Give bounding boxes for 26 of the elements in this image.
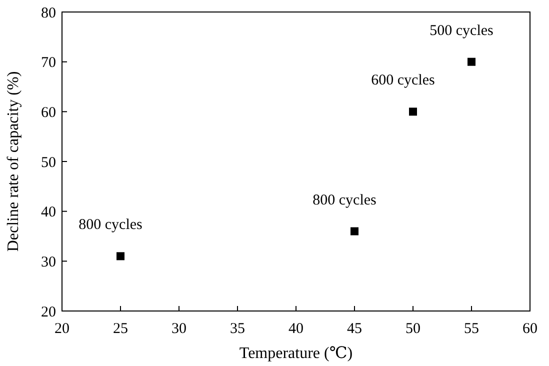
point [116, 252, 124, 260]
annotation: 800 cycles [312, 192, 377, 208]
y-tick-label: 70 [41, 55, 56, 72]
point [409, 108, 417, 116]
x-tick-label: 45 [347, 321, 362, 337]
x-tick-label: 50 [406, 321, 420, 337]
x-tick-label: 60 [522, 321, 538, 337]
y-tick-label: 80 [41, 5, 56, 22]
y-axis-title: Decline rate of capacity (%) [5, 71, 22, 252]
y-tick-label: 30 [41, 254, 56, 270]
y-tick-label: 20 [41, 304, 56, 320]
x-tick-label: 30 [172, 321, 186, 337]
y-tick-label: 60 [41, 104, 56, 121]
annotation: 600 cycles [371, 72, 436, 89]
point [468, 58, 476, 66]
x-axis-title: Temperature (℃) [239, 345, 353, 362]
x-tick-label: 20 [54, 321, 70, 337]
annotation: 500 cycles [430, 22, 494, 39]
x-tick-label: 35 [230, 321, 245, 337]
x-tick-label: 40 [288, 321, 304, 337]
y-tick-label: 50 [41, 154, 56, 171]
annotation: 800 cycles [78, 217, 143, 234]
x-tick-label: 55 [464, 321, 479, 337]
y-tick-label: 40 [41, 204, 56, 221]
point [350, 227, 358, 236]
x-tick-label: 25 [113, 321, 128, 337]
